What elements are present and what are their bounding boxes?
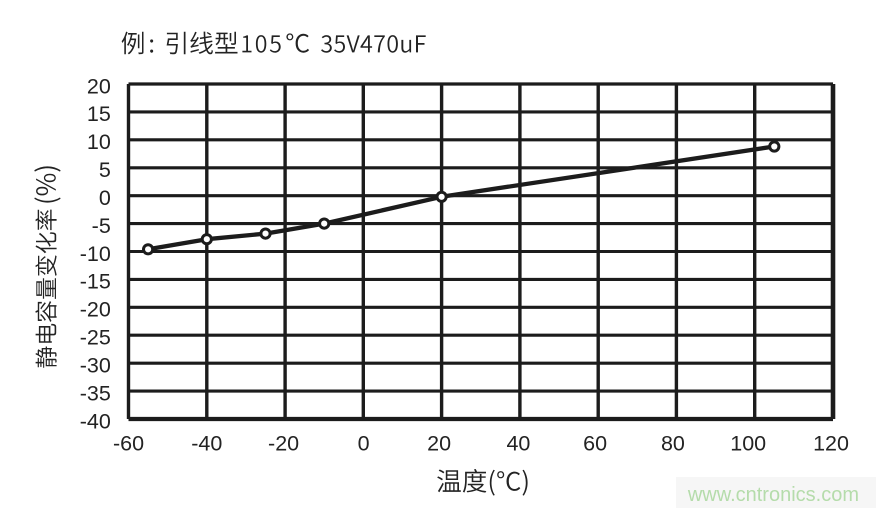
svg-text:-20: -20 — [268, 431, 299, 455]
svg-text:-10: -10 — [80, 242, 111, 266]
svg-text:www.cntronics.com: www.cntronics.com — [687, 484, 859, 506]
svg-text:120: 120 — [813, 431, 849, 455]
svg-text:-60: -60 — [113, 431, 144, 455]
svg-text:0: 0 — [358, 431, 370, 455]
svg-text:-5: -5 — [92, 214, 111, 238]
svg-text:40: 40 — [506, 431, 530, 455]
svg-text:100: 100 — [730, 431, 766, 455]
svg-text:10: 10 — [87, 130, 111, 154]
svg-text:80: 80 — [661, 431, 685, 455]
svg-text:-25: -25 — [80, 326, 111, 350]
svg-text:15: 15 — [87, 102, 111, 126]
svg-text:-20: -20 — [80, 298, 111, 322]
svg-text:-15: -15 — [80, 270, 111, 294]
svg-text:60: 60 — [583, 431, 607, 455]
svg-text:20: 20 — [427, 431, 451, 455]
svg-text:0: 0 — [99, 186, 111, 210]
svg-text:-40: -40 — [191, 431, 222, 455]
svg-text:-35: -35 — [80, 381, 111, 405]
svg-text:-30: -30 — [80, 354, 111, 378]
svg-text:5: 5 — [99, 158, 111, 182]
svg-text:-40: -40 — [80, 409, 111, 433]
svg-text:20: 20 — [87, 74, 111, 98]
